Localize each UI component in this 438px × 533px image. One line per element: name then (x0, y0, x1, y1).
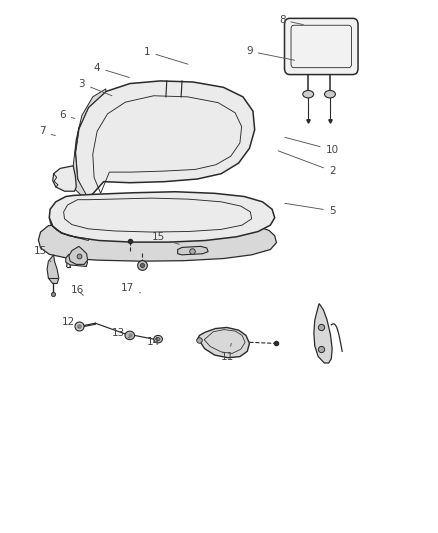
Text: 2: 2 (278, 151, 336, 176)
Text: 10: 10 (285, 138, 339, 155)
Polygon shape (49, 192, 275, 242)
Polygon shape (73, 89, 106, 200)
Ellipse shape (154, 335, 162, 343)
Text: 15: 15 (34, 246, 51, 262)
Text: 6: 6 (59, 110, 75, 120)
Ellipse shape (125, 331, 134, 340)
Polygon shape (178, 246, 208, 255)
Text: 8: 8 (279, 15, 304, 25)
Ellipse shape (325, 91, 336, 98)
Text: 5: 5 (285, 203, 336, 216)
Text: 16: 16 (71, 285, 84, 295)
Polygon shape (197, 327, 250, 358)
Text: 9: 9 (246, 46, 295, 60)
Polygon shape (53, 166, 76, 191)
Text: 17: 17 (121, 282, 141, 293)
Text: 1: 1 (144, 47, 188, 64)
Polygon shape (75, 81, 254, 200)
Text: 7: 7 (39, 126, 55, 136)
FancyBboxPatch shape (285, 18, 358, 75)
Ellipse shape (303, 91, 314, 98)
Text: 4: 4 (94, 63, 129, 77)
Polygon shape (47, 255, 59, 284)
Polygon shape (49, 217, 88, 240)
Polygon shape (66, 254, 88, 266)
Text: 13: 13 (112, 328, 130, 338)
Polygon shape (69, 246, 88, 264)
Text: 12: 12 (62, 317, 79, 327)
Polygon shape (314, 304, 332, 363)
Text: 11: 11 (221, 343, 234, 361)
Text: 3: 3 (78, 78, 112, 96)
Polygon shape (39, 221, 276, 261)
Text: 15: 15 (152, 232, 180, 245)
Text: 14: 14 (147, 337, 160, 347)
Ellipse shape (156, 337, 160, 341)
